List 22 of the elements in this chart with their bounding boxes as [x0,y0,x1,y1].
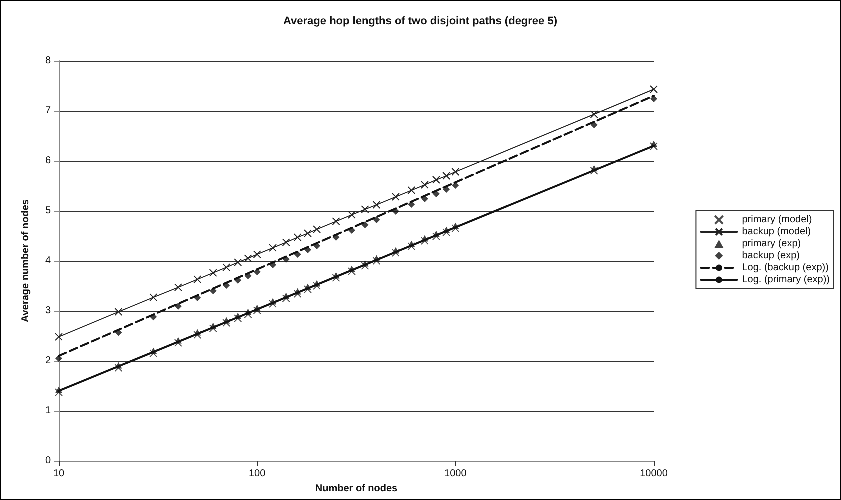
x-tick-label: 10000 [640,468,668,480]
legend-label: Log. (backup (exp)) [742,262,829,274]
legend-label: backup (exp) [742,250,800,262]
legend-label: Log. (primary (exp)) [742,274,830,286]
legend-label: primary (model) [742,214,812,226]
y-tick-label: 5 [45,206,52,217]
y-tick-label: 0 [45,456,52,467]
x-tick-label: 10 [53,468,65,480]
y-tick-label: 4 [45,256,52,267]
x-axis-title: Number of nodes [315,484,398,494]
y-tick-label: 7 [45,106,52,117]
y-tick-label: 8 [45,56,52,66]
legend-label: backup (model) [742,226,812,238]
y-tick-label: 6 [45,156,52,167]
chart-title: Average hop lengths of two disjoint paths (degree 5) [283,16,558,28]
y-tick-label: 1 [45,406,52,417]
x-tick-label: 1000 [444,468,468,480]
x-tick-label: 100 [248,468,266,480]
y-tick-label: 2 [45,356,52,367]
legend-label: primary (exp) [742,238,802,250]
y-axis-title: Average number of nodes [20,199,32,323]
y-tick-label: 3 [45,306,52,317]
